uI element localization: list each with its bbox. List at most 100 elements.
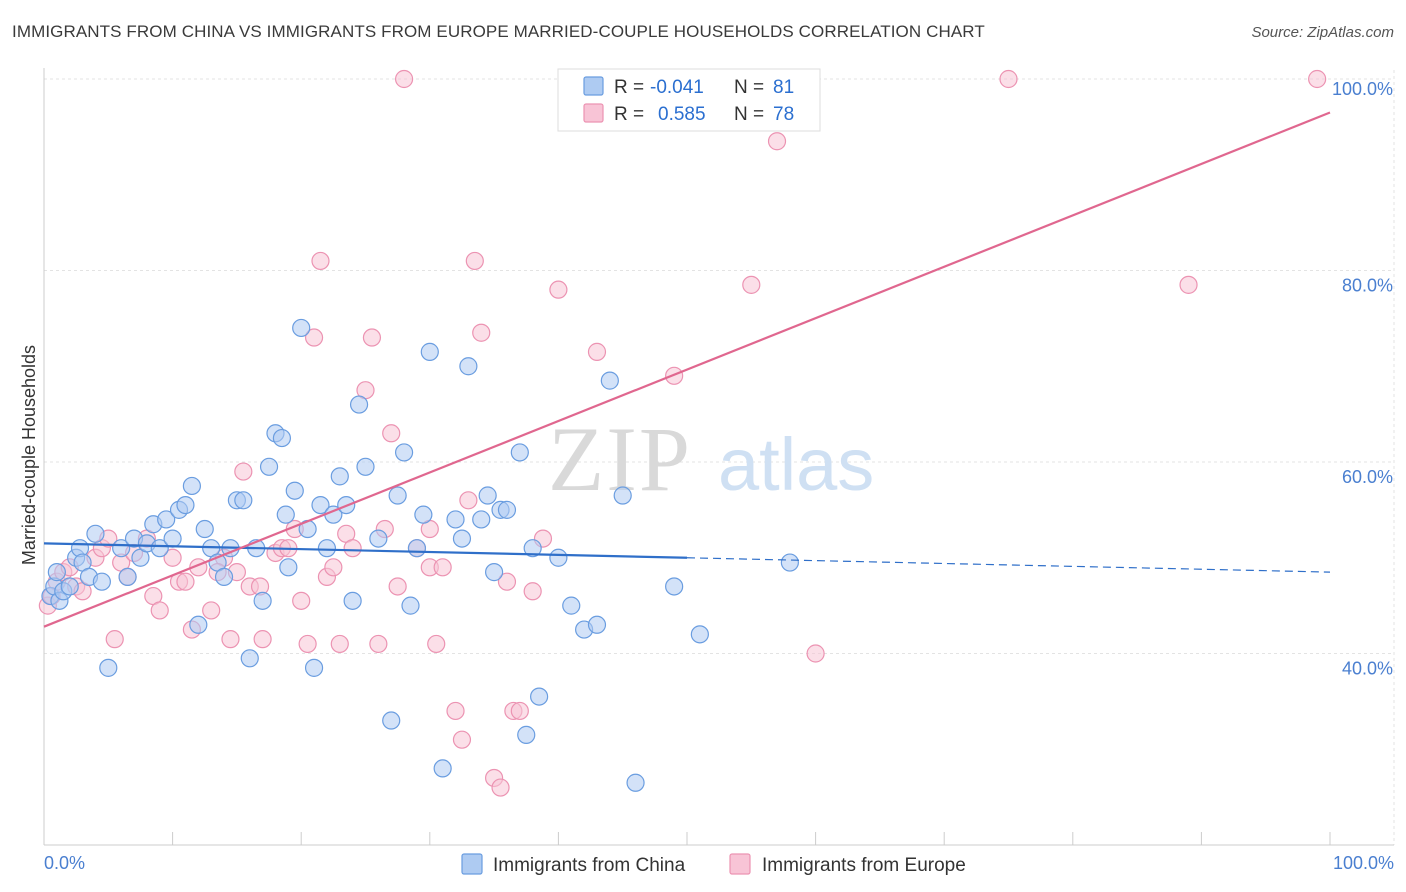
- china-point-44: [304, 658, 324, 677]
- legend-r-label-china: R =: [614, 77, 644, 98]
- legend-n-label-europe: N =: [734, 104, 764, 125]
- europe-point-41: [343, 539, 362, 558]
- china-point-52: [356, 457, 375, 476]
- europe-point-28: [253, 630, 272, 649]
- china-point-21: [163, 529, 182, 548]
- europe-point-35: [304, 328, 324, 347]
- legend-swatch-china: [583, 76, 604, 96]
- china-point-41: [285, 481, 304, 500]
- europe-point-33: [292, 591, 311, 610]
- europe-point-45: [382, 424, 401, 443]
- europe-point-51: [433, 558, 452, 577]
- europe-point-59: [497, 572, 517, 591]
- china-point-45: [311, 495, 330, 515]
- europe-point-38: [324, 558, 343, 577]
- china-point-19: [150, 539, 169, 558]
- china-point-63: [452, 529, 472, 548]
- chart-source: Source: ZipAtlas.com: [1251, 24, 1394, 41]
- china-point-5: [60, 577, 79, 596]
- bottom-legend-swatch-china: [461, 853, 483, 875]
- europe-point-63: [549, 280, 568, 299]
- europe-point-47: [394, 69, 414, 89]
- europe-point-56: [472, 323, 491, 342]
- china-point-83: [780, 553, 799, 572]
- y-tick-labels: 40.0% 60.0% 80.0% 100.0%: [1332, 79, 1393, 679]
- europe-point-72: [1308, 69, 1327, 89]
- china-point-66: [478, 486, 497, 505]
- europe-point-67: [742, 275, 761, 294]
- europe-point-24: [221, 630, 240, 649]
- legend-r-value-europe: 0.585: [658, 104, 706, 125]
- chart-title: IMMIGRANTS FROM CHINA VS IMMIGRANTS FROM…: [12, 22, 985, 41]
- europe-point-54: [459, 491, 478, 510]
- china-point-2: [47, 563, 66, 582]
- y-axis-label: Married-couple Households: [19, 345, 39, 565]
- china-point-10: [86, 524, 105, 543]
- watermark-atlas-text: atlas: [718, 423, 874, 506]
- europe-trend-line: [43, 111, 1331, 628]
- legend-n-value-europe: 78: [773, 104, 794, 125]
- china-point-26: [195, 519, 214, 539]
- europe-point-55: [465, 251, 484, 271]
- china-point-71: [517, 725, 536, 744]
- europe-point-19: [176, 572, 195, 591]
- china-point-24: [182, 476, 201, 496]
- china-point-38: [272, 428, 292, 448]
- china-point-53: [369, 529, 388, 548]
- china-point-51: [349, 395, 369, 414]
- china-point-59: [414, 505, 433, 524]
- europe-point-39: [330, 634, 349, 654]
- y-tick-label-80: 80.0%: [1342, 276, 1393, 296]
- europe-point-46: [388, 577, 407, 596]
- y-tick-label-100: 100.0%: [1332, 79, 1393, 99]
- bottom-legend-swatch-europe: [729, 853, 751, 875]
- china-point-58: [407, 539, 427, 558]
- europe-point-52: [446, 701, 465, 721]
- europe-point-53: [452, 730, 472, 749]
- china-point-39: [276, 505, 295, 524]
- correlation-legend: R = -0.041 N = 81 R = 0.585 N = 78: [557, 68, 821, 132]
- china-point-42: [292, 318, 311, 338]
- europe-point-22: [202, 601, 221, 620]
- europe-point-64: [587, 342, 607, 361]
- china-point-65: [472, 510, 491, 529]
- europe-point-17: [163, 548, 182, 567]
- china-point-46: [317, 539, 337, 558]
- china-point-57: [401, 596, 420, 615]
- y-tick-label-60: 60.0%: [1342, 467, 1393, 487]
- china-point-35: [253, 591, 272, 610]
- europe-point-44: [369, 634, 388, 654]
- europe-point-26: [234, 462, 253, 481]
- china-point-36: [259, 457, 279, 476]
- watermark: ZIP atlas: [548, 408, 874, 510]
- china-point-69: [497, 500, 517, 519]
- china-point-78: [600, 371, 619, 390]
- europe-point-58: [491, 778, 510, 797]
- china-point-77: [587, 615, 607, 634]
- china-point-55: [388, 486, 407, 505]
- china-point-82: [690, 625, 709, 644]
- china-point-73: [530, 687, 549, 706]
- europe-point-34: [298, 634, 317, 654]
- trend-lines: [43, 111, 1331, 628]
- series-legend: Immigrants from China Immigrants from Eu…: [461, 853, 966, 876]
- china-point-61: [433, 759, 452, 778]
- china-point-72: [523, 539, 542, 558]
- china-point-29: [214, 567, 234, 587]
- china-point-54: [382, 711, 401, 730]
- china-point-48: [330, 467, 349, 486]
- china-point-74: [549, 548, 568, 567]
- china-point-33: [240, 649, 259, 668]
- y-tick-label-40: 40.0%: [1342, 659, 1393, 679]
- europe-point-10: [105, 630, 124, 649]
- europe-point-71: [1179, 275, 1198, 294]
- china-point-81: [665, 577, 684, 596]
- europe-point-62: [523, 582, 542, 601]
- bottom-legend-label-china: Immigrants from China: [493, 855, 686, 876]
- europe-point-50: [427, 634, 446, 654]
- china-point-64: [459, 357, 478, 376]
- bottom-legend-label-europe: Immigrants from Europe: [762, 855, 966, 876]
- china-point-25: [189, 615, 208, 634]
- axes: [43, 68, 1394, 846]
